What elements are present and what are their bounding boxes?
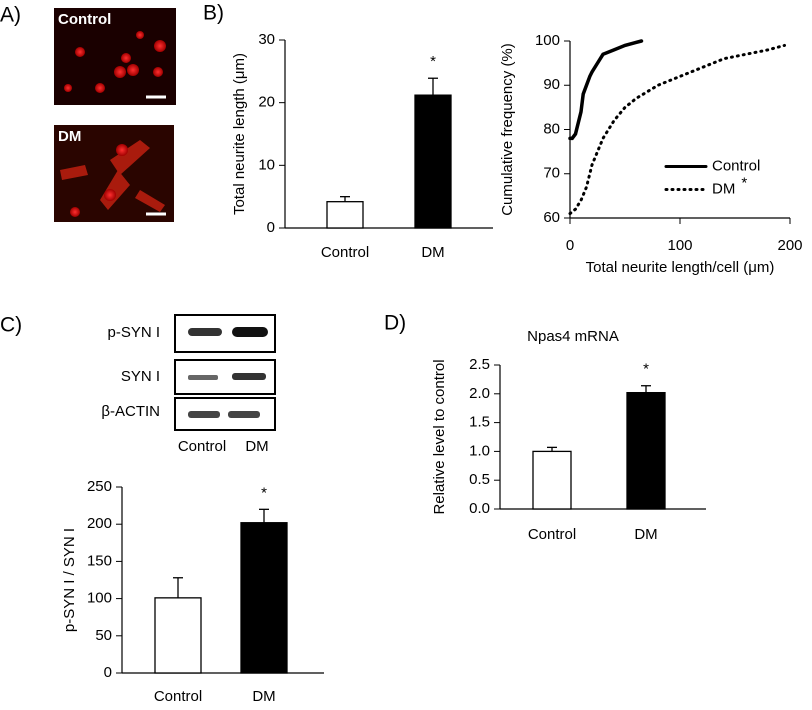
blot-row-label: SYN I [121,368,160,385]
y-tick-label: 150 [87,552,112,569]
western-blot: p-SYN I SYN I β-ACTIN Control DM [101,314,276,455]
y-tick-label: 10 [258,156,275,173]
bar [326,201,364,229]
x-tick-label: 100 [667,237,692,254]
x-tick-label: DM [252,688,275,705]
y-axis-label: p-SYN I / SYN I [61,528,78,632]
y-tick-label: 250 [87,478,112,495]
panel-label: D) [384,312,406,335]
y-tick-label: 70 [543,165,560,182]
legend-label: Control [712,157,760,174]
legend-label: DM [712,180,735,197]
y-tick-label: 0.5 [469,471,490,488]
x-tick-label: 200 [777,237,802,254]
y-tick-label: 20 [258,94,275,111]
chart-title: Npas4 mRNA [527,328,619,345]
y-tick-label: 2.5 [469,356,490,373]
y-tick-label: 200 [87,515,112,532]
panel-label: B) [203,2,224,25]
micrograph: Control [54,8,176,105]
blot-row-label: β-ACTIN [101,403,160,420]
micrograph-label: DM [58,128,81,145]
blot-row-label: p-SYN I [107,324,160,341]
x-tick-label: Control [321,244,369,261]
y-tick-label: 30 [258,31,275,48]
y-tick-label: 60 [543,209,560,226]
y-tick-label: 50 [95,627,112,644]
x-tick-label: Control [154,688,202,705]
significance: * [643,361,649,378]
y-tick-label: 0 [104,664,112,681]
significance: * [430,53,436,70]
x-tick-label: 0 [566,237,574,254]
bar [414,94,452,229]
bar [626,391,666,510]
y-tick-label: 100 [535,32,560,49]
panel-label: C) [0,314,22,337]
bar [532,450,572,510]
y-axis-label: Total neurite length (μm) [231,53,248,215]
blot-lane-label: Control [178,438,226,455]
y-axis-label: Cumulative frequency (%) [499,43,516,216]
y-axis-label: Relative level to control [431,359,448,514]
series-line [568,43,786,216]
x-tick-label: DM [421,244,444,261]
bar [240,522,288,674]
y-tick-label: 100 [87,590,112,607]
x-tick-label: Control [528,526,576,543]
y-tick-label: 1.5 [469,414,490,431]
panel-label: A) [0,4,21,27]
y-tick-label: 0 [267,219,275,236]
bar [154,597,202,674]
significance: * [261,484,267,501]
significance: * [741,174,747,191]
y-tick-label: 0.0 [469,500,490,517]
micrograph-label: Control [58,11,111,28]
y-tick-label: 90 [543,76,560,93]
series-line [568,39,644,141]
y-tick-label: 2.0 [469,385,490,402]
blot-lane-label: DM [245,438,268,455]
y-tick-label: 80 [543,120,560,137]
micrograph: DM [54,125,174,222]
x-tick-label: DM [634,526,657,543]
x-axis-label: Total neurite length/cell (μm) [586,259,775,276]
y-tick-label: 1.0 [469,442,490,459]
